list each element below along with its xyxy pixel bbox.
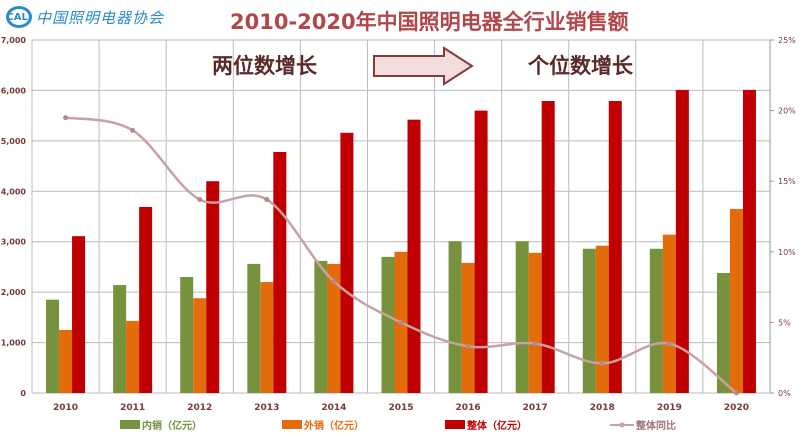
yoy-line [65, 116, 738, 395]
logo-text: 中国照明电器协会 [36, 8, 165, 27]
bar-total-2017 [541, 101, 555, 394]
y-tick-label: 7,000 [1, 36, 27, 45]
bar-total-2013 [273, 151, 287, 393]
x-tick-label: 2020 [724, 403, 749, 413]
x-tick-label: 2010 [53, 403, 78, 413]
x-tick-label: 2013 [254, 403, 279, 413]
y2-tick-label: 5% [778, 318, 791, 327]
bar-export-2018 [595, 245, 609, 393]
bar-export-2010 [59, 329, 73, 393]
yoy-point-2015 [398, 319, 404, 325]
yoy-point-2016 [465, 343, 471, 349]
bar-domestic-2019 [649, 248, 663, 393]
logo-mark: CALI [6, 6, 32, 28]
bar-domestic-2012 [180, 277, 194, 393]
bar-total-2014 [340, 132, 354, 393]
bar-total-2018 [608, 101, 622, 394]
yoy-point-2011 [130, 127, 136, 133]
bar-export-2019 [662, 234, 676, 393]
bar-export-2016 [461, 262, 475, 393]
x-tick-label: 2014 [321, 403, 346, 413]
bar-domestic-2017 [515, 241, 529, 393]
y2-tick-label: 20% [778, 107, 796, 116]
bar-domestic-2020 [716, 272, 730, 393]
chart-title: 2010-2020年中国照明电器全行业销售额 [230, 10, 629, 34]
annotation-single-digit: 个位数增长 [528, 54, 633, 78]
bar-domestic-2015 [381, 256, 395, 393]
legend-swatch [120, 420, 140, 429]
bar-export-2014 [327, 263, 341, 393]
yoy-point-2010 [63, 115, 69, 121]
bar-domestic-2018 [582, 248, 596, 393]
legend-label: 内销（亿元） [142, 419, 202, 432]
bar-export-2011 [126, 320, 140, 393]
bar-export-2013 [260, 282, 274, 393]
bar-total-2010 [72, 236, 86, 393]
y2-tick-label: 10% [778, 248, 796, 257]
bar-export-2017 [528, 252, 542, 393]
yoy-point-2013 [264, 197, 270, 203]
yoy-point-2017 [532, 341, 538, 347]
x-tick-label: 2012 [187, 403, 212, 413]
y-tick-label: 3,000 [1, 238, 27, 247]
y-tick-label: 5,000 [1, 137, 27, 146]
bar-export-2012 [193, 298, 207, 393]
y2-tick-label: 25% [778, 36, 796, 45]
x-tick-label: 2018 [590, 403, 615, 413]
bar-domestic-2014 [314, 260, 328, 393]
bar-total-2019 [675, 89, 689, 393]
y-tick-label: 1,000 [1, 339, 27, 348]
x-tick-label: 2019 [657, 403, 682, 413]
annotation-double-digit: 两位数增长 [212, 54, 317, 78]
bar-total-2020 [742, 89, 756, 393]
yoy-point-2014 [331, 278, 337, 284]
bar-domestic-2013 [247, 263, 261, 393]
bar-domestic-2016 [448, 241, 462, 393]
legend-swatch [445, 420, 465, 429]
bar-total-2012 [206, 181, 220, 393]
bar-domestic-2010 [46, 299, 60, 393]
bar-total-2015 [407, 119, 421, 394]
yoy-point-2018 [599, 360, 605, 366]
y-tick-label: 6,000 [1, 86, 27, 95]
x-tick-label: 2016 [456, 403, 481, 413]
legend-label: 外销（亿元） [303, 419, 364, 432]
x-tick-label: 2015 [388, 403, 413, 413]
y2-tick-label: 0% [778, 389, 791, 398]
y-tick-label: 0 [20, 389, 26, 398]
legend-swatch [282, 420, 302, 429]
logo: CALI 中国照明电器协会 [6, 6, 164, 28]
bar-total-2016 [474, 110, 488, 393]
yoy-point-2012 [197, 197, 203, 203]
y-tick-label: 4,000 [1, 187, 27, 196]
y2-tick-label: 15% [778, 177, 796, 186]
yoy-point-2019 [666, 341, 672, 347]
yoy-point-2020 [733, 390, 739, 396]
bar-total-2011 [139, 206, 153, 393]
legend-label: 整体同比 [635, 419, 676, 432]
legend-marker [619, 422, 625, 428]
x-tick-label: 2017 [523, 403, 548, 413]
x-tick-label: 2011 [120, 403, 145, 413]
legend-label: 整体（亿元） [466, 419, 527, 432]
bar-export-2020 [729, 208, 743, 393]
bar-domestic-2011 [113, 285, 127, 393]
y-tick-label: 2,000 [1, 288, 27, 297]
